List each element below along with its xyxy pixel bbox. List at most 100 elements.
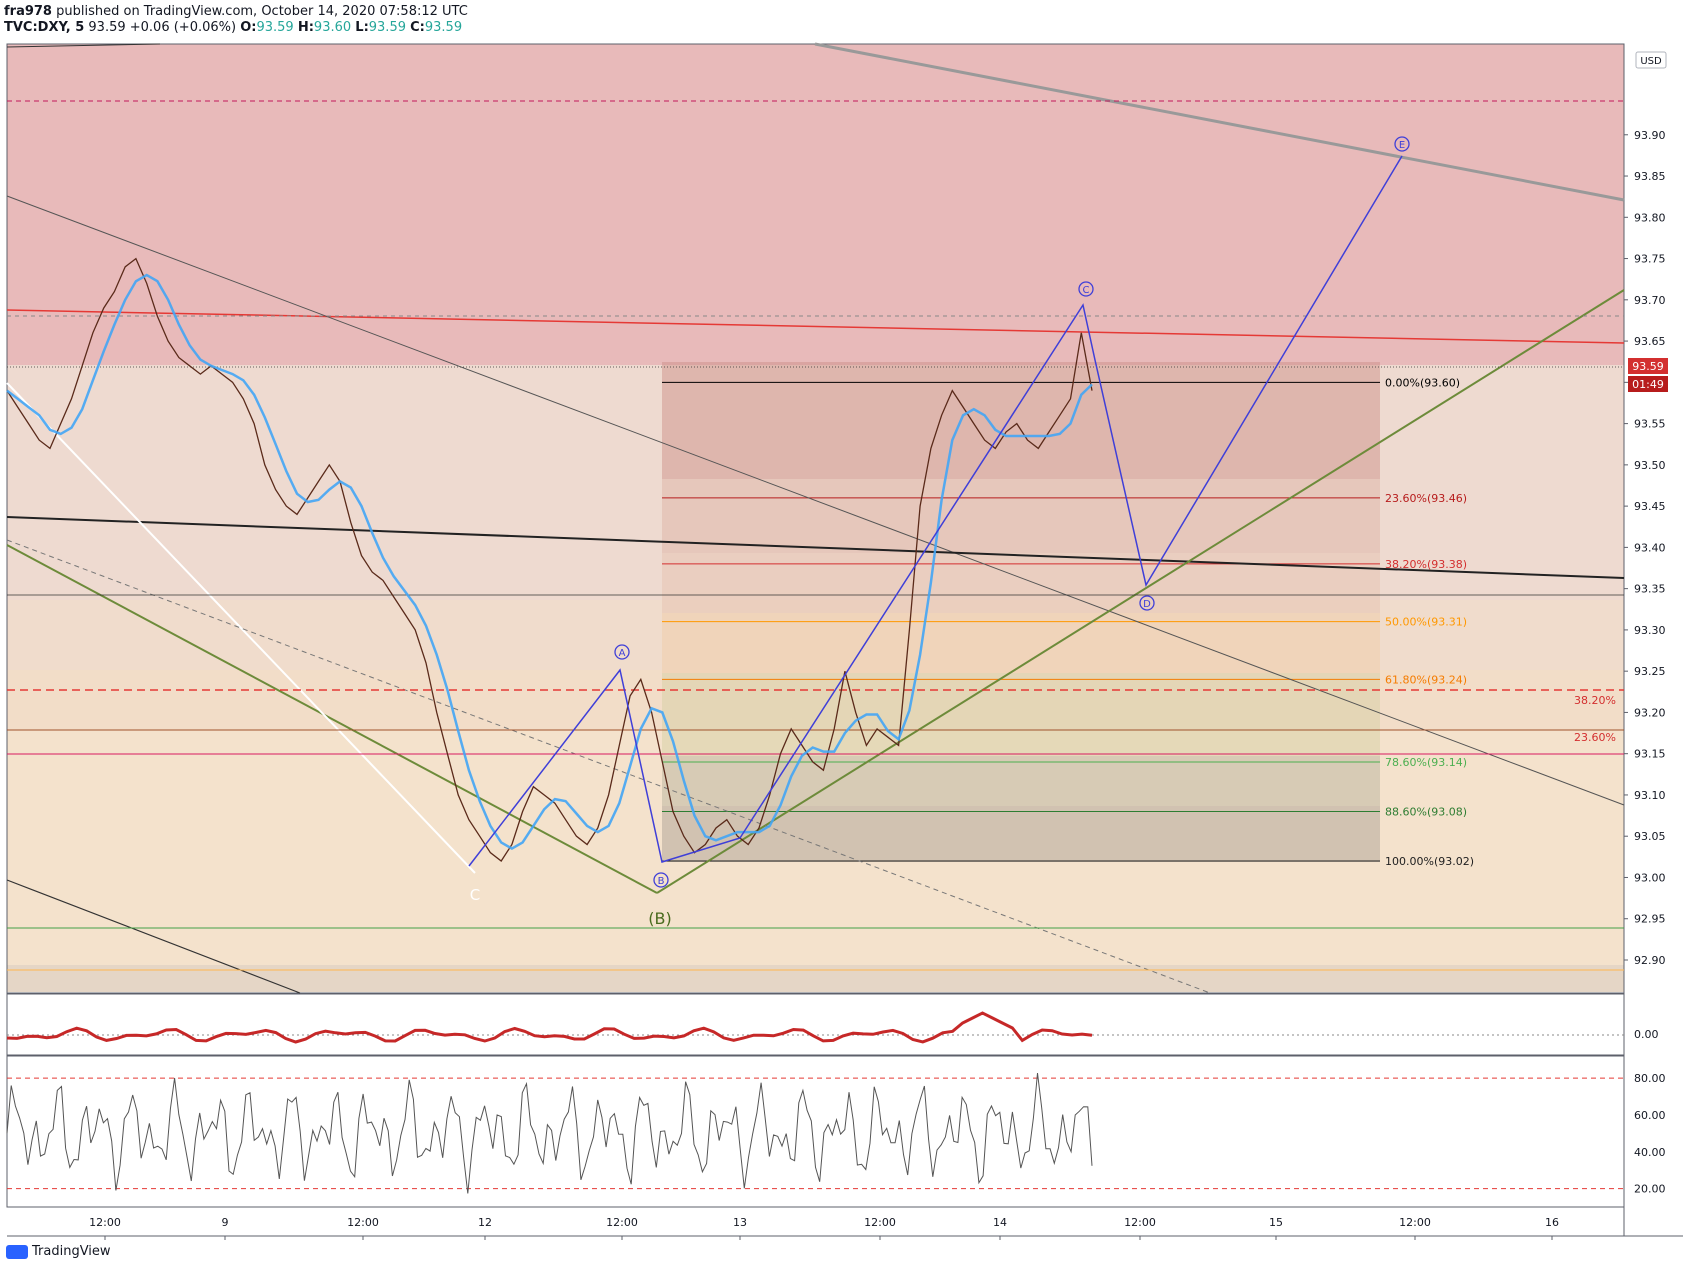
other-fib-labels: 38.20% 23.60% — [1574, 694, 1616, 744]
wave-label-b: B — [653, 872, 669, 888]
low-label: L: — [355, 20, 369, 35]
price-tick-label: 93.00 — [1634, 871, 1666, 884]
price-tick-label: 93.35 — [1634, 583, 1666, 596]
wave-label-white-c: C — [470, 886, 480, 904]
high-value: 93.60 — [313, 20, 352, 35]
published-text: published on TradingView.com, October 14… — [56, 4, 468, 19]
price-series-line — [6, 257, 1093, 862]
price-tick-label: 93.55 — [1634, 418, 1666, 431]
price-tick-label: 93.50 — [1634, 459, 1666, 472]
price-change: +0.06 (+0.06%) — [129, 20, 237, 35]
fib-label: 38.20%(93.38) — [1385, 558, 1467, 571]
svg-text:93.59: 93.59 — [1632, 360, 1664, 373]
rsi-line — [6, 1072, 1093, 1194]
svg-text:C: C — [1083, 285, 1090, 296]
oscillator-line — [6, 1011, 1093, 1044]
fib-label: 61.80%(93.24) — [1385, 673, 1467, 686]
time-axis[interactable]: 12:00 9 12:00 12 12:00 13 12:00 14 12:00 15 12:00 1… — [89, 1216, 1559, 1240]
tradingview-logo-icon — [6, 1244, 28, 1259]
time-tick-label: 12:00 — [89, 1216, 121, 1229]
symbol-label[interactable]: TVC:DXY, 5 — [4, 20, 85, 35]
svg-text:01:49: 01:49 — [1632, 378, 1664, 391]
close-value: 93.59 — [424, 20, 463, 35]
current-price-tag: 93.59 01:49 — [1628, 358, 1668, 392]
price-tick-label: 93.90 — [1634, 129, 1666, 142]
footer: TradingView — [6, 1244, 111, 1259]
fib-label: 0.00%(93.60) — [1385, 376, 1460, 389]
rsi-tick-label: 60.00 — [1634, 1109, 1666, 1122]
ohlc-line: TVC:DXY, 5 93.59 +0.06 (+0.06%) O:93.59 … — [4, 20, 468, 36]
rsi-tick-label: 80.00 — [1634, 1072, 1666, 1085]
fib-label: 23.60%(93.46) — [1385, 492, 1467, 505]
time-tick-label: 12:00 — [1124, 1216, 1156, 1229]
time-tick-label: 12:00 — [606, 1216, 638, 1229]
rsi-axis: 80.00 60.00 40.00 20.00 — [1634, 1072, 1666, 1195]
osc-axis-label: 0.00 — [1634, 1028, 1659, 1041]
rsi-pane: 80.00 60.00 40.00 20.00 — [6, 1072, 1666, 1196]
price-tick-label: 92.90 — [1634, 954, 1666, 967]
low-value: 93.59 — [368, 20, 406, 35]
currency-badge[interactable]: USD — [1635, 51, 1667, 69]
footer-brand[interactable]: TradingView — [32, 1244, 111, 1259]
svg-text:E: E — [1399, 140, 1405, 151]
price-tick-label: 93.30 — [1634, 624, 1666, 637]
price-tick-label: 93.70 — [1634, 294, 1666, 307]
fib-label: 100.00%(93.02) — [1385, 855, 1474, 868]
wave-label-e: E — [1394, 136, 1410, 152]
moving-average-line — [6, 273, 1093, 851]
rsi-tick-label: 40.00 — [1634, 1146, 1666, 1159]
price-tick-label: 93.05 — [1634, 830, 1666, 843]
fib-labels: 0.00%(93.60) 23.60%(93.46) 38.20%(93.38) 50… — [1385, 376, 1474, 868]
high-label: H: — [297, 20, 314, 35]
publisher-name[interactable]: fra978 — [4, 4, 52, 19]
time-tick-label: 12:00 — [864, 1216, 896, 1229]
fib-label-right: 23.60% — [1574, 731, 1616, 744]
svg-text:B: B — [658, 876, 665, 887]
price-tick-label: 93.75 — [1634, 253, 1666, 266]
wave-path — [468, 155, 1403, 867]
wave-label-a: A — [614, 644, 630, 660]
price-tick-label: 93.85 — [1634, 170, 1666, 183]
svg-text:A: A — [619, 648, 626, 659]
time-tick-label: 12:00 — [347, 1216, 379, 1229]
wave-label-major-b: (B) — [648, 909, 671, 928]
time-tick-label: 13 — [733, 1216, 747, 1229]
wave-labels: A B C D E (B) C — [470, 136, 1410, 928]
open-value: 93.59 — [256, 20, 294, 35]
close-label: C: — [410, 20, 425, 35]
price-tick-label: 93.20 — [1634, 706, 1666, 719]
svg-text:USD: USD — [1640, 56, 1662, 67]
price-axis[interactable]: 92.90 92.95 93.00 93.05 93.10 93.15 93.20 93.25… — [1624, 129, 1666, 967]
fib-label: 50.00%(93.31) — [1385, 616, 1467, 629]
background-zones — [7, 44, 1624, 992]
fib-label: 78.60%(93.14) — [1385, 756, 1467, 769]
svg-text:D: D — [1143, 599, 1151, 610]
time-tick-label: 14 — [993, 1216, 1007, 1229]
oscillator-pane: 0.00 — [6, 1011, 1659, 1044]
price-tick-label: 92.95 — [1634, 913, 1666, 926]
fib-label: 88.60%(93.08) — [1385, 805, 1467, 818]
time-tick-label: 16 — [1545, 1216, 1559, 1229]
rsi-tick-label: 20.00 — [1634, 1183, 1666, 1196]
fib-label-right: 38.20% — [1574, 694, 1616, 707]
wave-label-d: D — [1139, 595, 1155, 611]
fib-levels — [662, 381, 1380, 862]
price-tick-label: 93.65 — [1634, 335, 1666, 348]
last-price: 93.59 — [88, 20, 126, 35]
time-tick-label: 9 — [222, 1216, 229, 1229]
price-tick-label: 93.80 — [1634, 211, 1666, 224]
price-tick-label: 93.25 — [1634, 665, 1666, 678]
publish-line: fra978 published on TradingView.com, Oct… — [4, 4, 468, 20]
time-tick-label: 12:00 — [1399, 1216, 1431, 1229]
price-tick-label: 93.10 — [1634, 789, 1666, 802]
time-tick-label: 15 — [1269, 1216, 1283, 1229]
price-tick-label: 93.15 — [1634, 748, 1666, 761]
wave-label-c: C — [1078, 281, 1094, 297]
price-tick-label: 93.40 — [1634, 541, 1666, 554]
trend-lines — [6, 42, 1625, 994]
time-tick-label: 12 — [478, 1216, 492, 1229]
open-label: O: — [240, 20, 257, 35]
price-tick-label: 93.45 — [1634, 500, 1666, 513]
chart-header: fra978 published on TradingView.com, Oct… — [4, 4, 468, 36]
